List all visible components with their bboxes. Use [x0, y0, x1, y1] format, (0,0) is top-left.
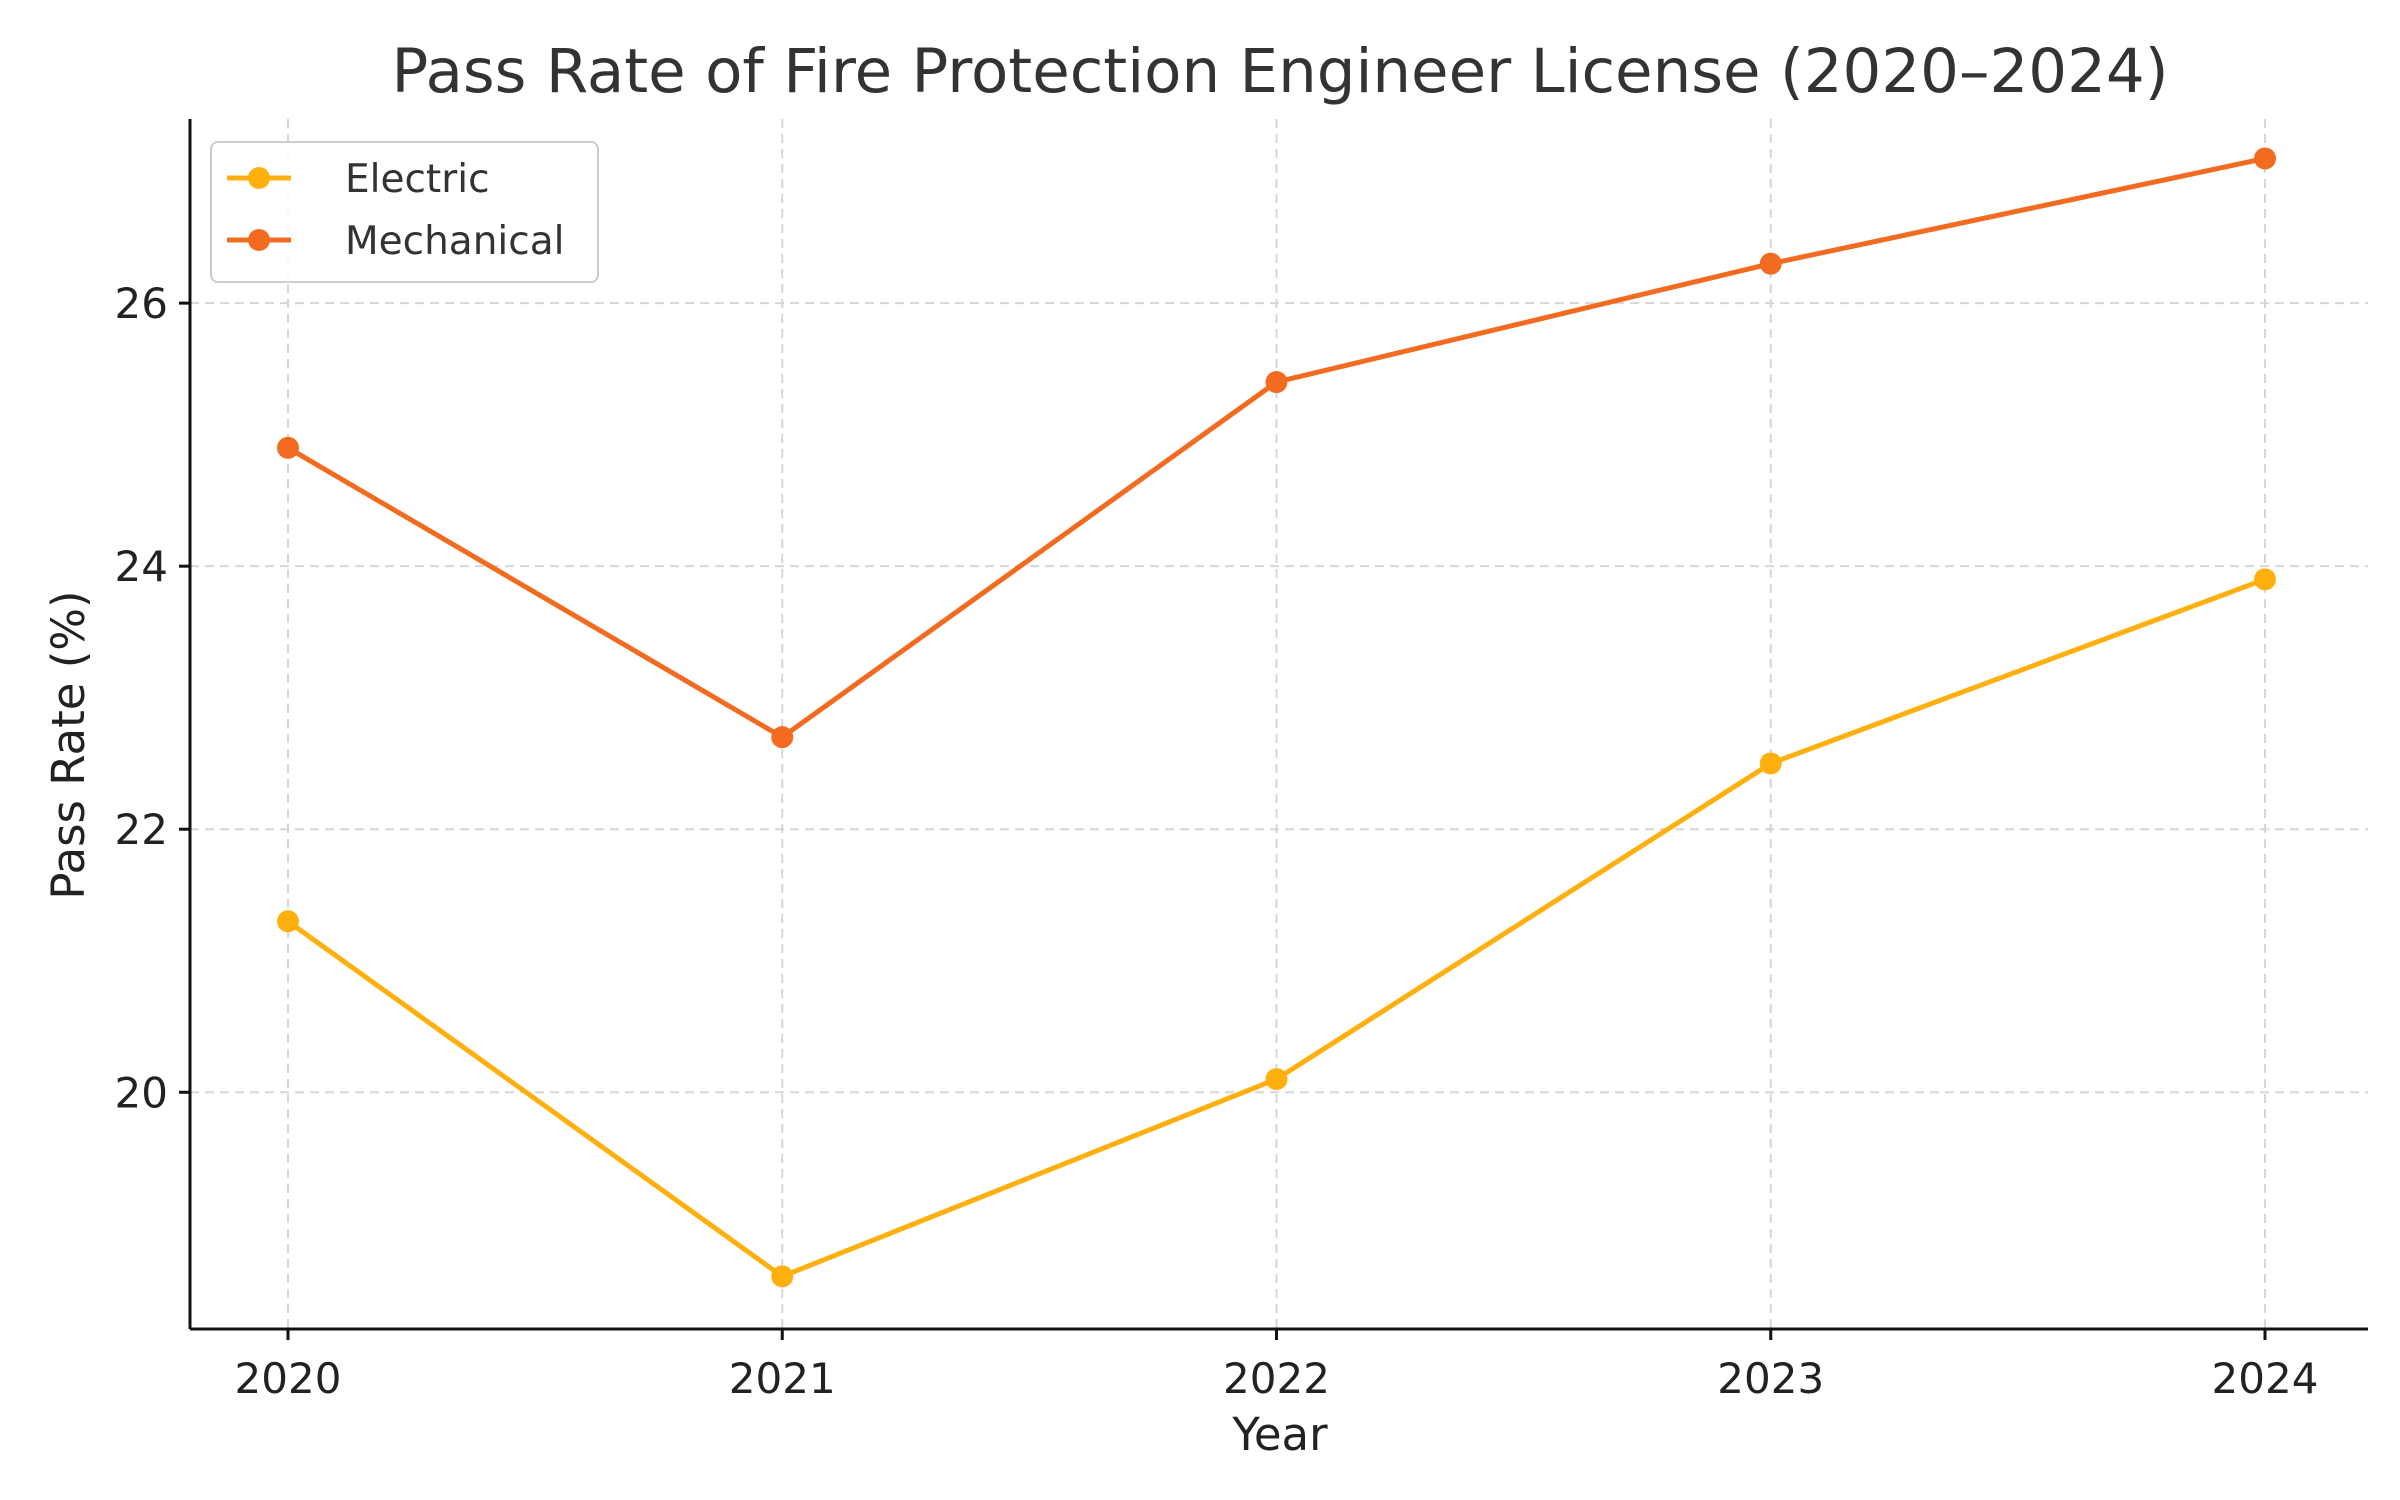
x-tick-label: 2020	[235, 1354, 342, 1403]
legend-box	[210, 141, 599, 283]
electric-data-point	[277, 910, 299, 933]
series-layer	[277, 147, 2276, 1288]
mechanical-data-point	[1759, 252, 1782, 275]
grid-lines	[190, 119, 2368, 1329]
y-tick-label: 22	[115, 805, 168, 854]
mechanical-data-point	[1265, 371, 1288, 394]
electric-legend-marker	[248, 167, 270, 189]
mechanical-legend-label: Mechanical	[345, 219, 564, 264]
y-tick-label: 24	[115, 542, 168, 591]
electric-data-point	[1265, 1068, 1288, 1091]
y-axis-label: Pass Rate (%)	[42, 590, 95, 899]
electric-data-point	[2254, 568, 2276, 591]
electric-legend-label: Electric	[345, 157, 490, 202]
x-axis-label: Year	[1231, 1408, 1328, 1461]
y-tick-label: 26	[115, 279, 168, 328]
axes	[188, 119, 2368, 1331]
y-tick-label: 20	[115, 1068, 168, 1117]
electric-data-point	[771, 1265, 794, 1288]
mechanical-data-point	[771, 726, 794, 749]
x-tick-label: 2023	[1717, 1354, 1824, 1403]
x-tick-label: 2021	[729, 1354, 836, 1403]
x-tick-label: 2024	[2212, 1354, 2319, 1403]
x-tick-label: 2022	[1223, 1354, 1330, 1403]
electric-data-point	[1759, 752, 1782, 775]
legend: Electric Mechanical	[210, 141, 599, 283]
chart-title: Pass Rate of Fire Protection Engineer Li…	[391, 36, 2168, 107]
mechanical-legend-marker	[248, 229, 270, 251]
mechanical-data-point	[277, 436, 299, 459]
mechanical-data-point	[2254, 147, 2276, 170]
